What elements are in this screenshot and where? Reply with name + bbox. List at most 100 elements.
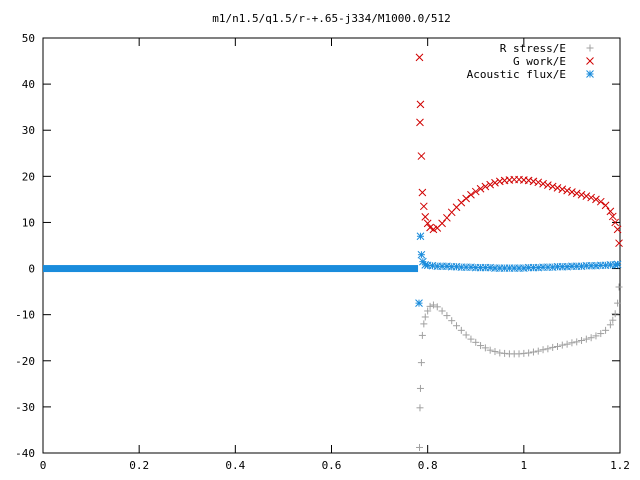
marker-stroke bbox=[563, 186, 571, 195]
data-point bbox=[415, 443, 423, 451]
data-point bbox=[481, 344, 489, 352]
data-point bbox=[420, 320, 428, 328]
data-point bbox=[477, 342, 485, 350]
x-tick-label: 1 bbox=[521, 459, 528, 472]
marker-stroke bbox=[615, 239, 623, 248]
data-point bbox=[563, 186, 571, 195]
legend-marker bbox=[586, 57, 594, 65]
marker-stroke bbox=[608, 212, 617, 221]
data-point bbox=[587, 334, 595, 342]
data-point bbox=[421, 213, 430, 221]
legend-marker bbox=[586, 70, 594, 78]
data-point bbox=[471, 187, 480, 196]
axes: -40 -30 -20 -10 0 10 20 30 40 50 0 0.2 0.4 0.6 0.8 1 1.2 bbox=[15, 32, 630, 472]
data-point bbox=[578, 336, 586, 344]
data-point bbox=[416, 384, 424, 392]
marker-stroke bbox=[524, 176, 533, 185]
data-point bbox=[429, 301, 437, 309]
marker-stroke bbox=[462, 194, 470, 203]
y-tick-label: 10 bbox=[22, 216, 35, 229]
y-tick-label: 40 bbox=[22, 78, 35, 91]
data-point bbox=[418, 331, 426, 339]
data-point bbox=[609, 316, 617, 324]
marker-stroke bbox=[606, 207, 615, 216]
marker-stroke bbox=[423, 219, 432, 228]
data-point bbox=[582, 335, 590, 343]
marker-stroke bbox=[586, 70, 594, 78]
data-point bbox=[563, 340, 571, 348]
data-point bbox=[548, 182, 557, 191]
marker-stroke bbox=[415, 299, 423, 307]
marker-stroke bbox=[419, 257, 427, 266]
data-point bbox=[553, 184, 562, 192]
data-point bbox=[443, 312, 451, 320]
data-point bbox=[418, 188, 427, 197]
data-point bbox=[611, 218, 620, 227]
marker-stroke bbox=[481, 182, 490, 191]
marker-stroke bbox=[577, 190, 586, 199]
data-point bbox=[417, 250, 426, 259]
data-point bbox=[416, 232, 425, 241]
marker-stroke bbox=[582, 192, 591, 201]
marker-stroke bbox=[421, 213, 430, 221]
marker-stroke bbox=[491, 178, 499, 187]
data-point bbox=[419, 202, 428, 211]
marker-stroke bbox=[415, 53, 424, 62]
data-point bbox=[572, 189, 581, 198]
data-point bbox=[417, 359, 425, 367]
marker-stroke bbox=[495, 177, 504, 186]
marker-stroke bbox=[534, 178, 543, 187]
data-point bbox=[592, 195, 600, 204]
x-tick-label: 0.8 bbox=[418, 459, 438, 472]
marker-stroke bbox=[558, 185, 567, 194]
data-point bbox=[438, 307, 446, 315]
data-point bbox=[606, 207, 615, 216]
data-point bbox=[417, 152, 426, 160]
data-point bbox=[601, 201, 610, 210]
data-point bbox=[544, 345, 552, 353]
data-point bbox=[524, 176, 533, 185]
marker-stroke bbox=[417, 152, 426, 160]
data-point bbox=[614, 299, 622, 307]
marker-stroke bbox=[592, 195, 600, 204]
data-point bbox=[421, 313, 429, 321]
marker-stroke bbox=[416, 232, 425, 241]
marker-stroke bbox=[416, 100, 425, 109]
marker-stroke bbox=[426, 223, 434, 232]
marker-stroke bbox=[438, 219, 446, 228]
marker-stroke bbox=[613, 225, 622, 234]
data-point bbox=[611, 310, 619, 318]
data-point bbox=[573, 338, 581, 346]
data-point bbox=[549, 343, 557, 351]
data-point bbox=[443, 213, 451, 222]
marker-stroke bbox=[419, 202, 428, 211]
data-point bbox=[472, 338, 480, 346]
legend-label: R stress/E bbox=[500, 42, 566, 55]
data-point bbox=[553, 342, 561, 350]
data-point bbox=[491, 178, 499, 187]
data-point bbox=[529, 177, 538, 186]
data-point bbox=[596, 197, 605, 206]
data-point bbox=[457, 326, 465, 334]
data-point bbox=[486, 346, 494, 354]
data-point bbox=[481, 182, 490, 191]
data-point bbox=[433, 303, 441, 311]
marker-stroke bbox=[529, 177, 538, 186]
x-tick-label: 0 bbox=[40, 459, 47, 472]
data-point bbox=[568, 188, 576, 196]
data-point bbox=[577, 190, 586, 199]
series-plus bbox=[415, 283, 623, 451]
data-point bbox=[558, 341, 566, 349]
data-point bbox=[544, 181, 552, 189]
data-point bbox=[415, 53, 424, 62]
marker-stroke bbox=[471, 187, 480, 196]
marker-stroke bbox=[613, 260, 622, 269]
data-point bbox=[423, 219, 432, 228]
data-point bbox=[592, 332, 600, 340]
data-point bbox=[534, 178, 543, 187]
marker-stroke bbox=[596, 197, 605, 206]
data-point bbox=[615, 283, 623, 291]
y-tick-label: 20 bbox=[22, 170, 35, 183]
marker-stroke bbox=[553, 184, 562, 192]
